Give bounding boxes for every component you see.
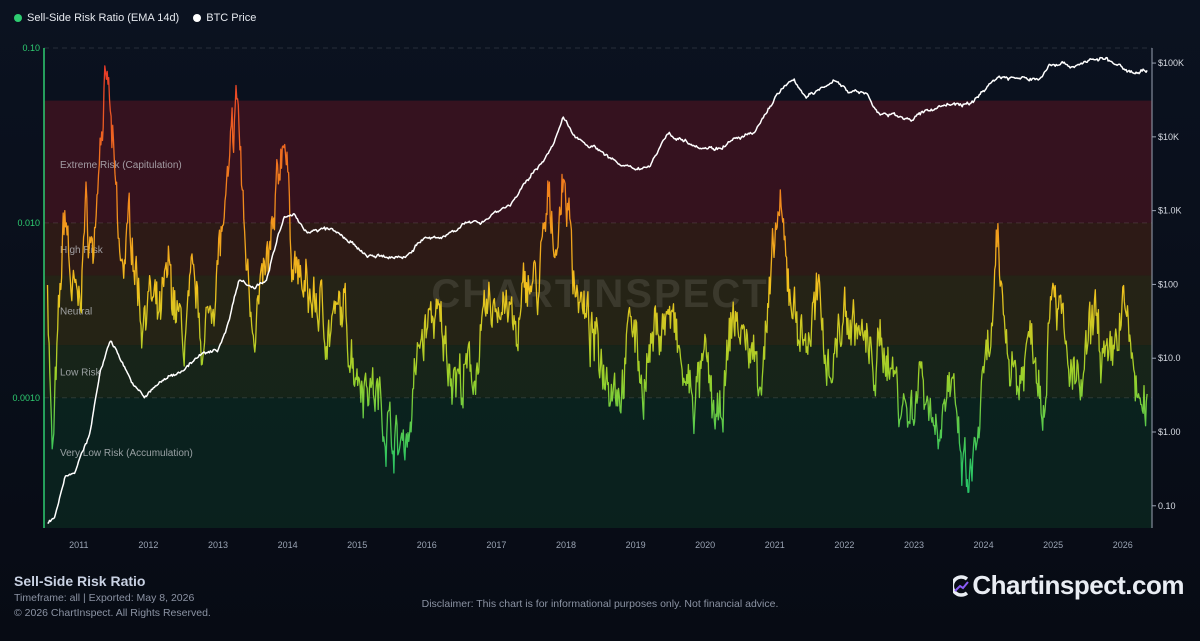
right-tick-label: $10.0 [1158,353,1181,363]
right-tick-label: $1.0K [1158,206,1182,216]
right-tick-label: $100K [1158,58,1184,68]
right-tick-label: $100 [1158,279,1178,289]
disclaimer: Disclaimer: This chart is for informatio… [421,598,779,610]
x-axis-ticks: 2011 2012 2013 2014 2015 2016 2017 2018 2019 2020… [69,540,1133,550]
legend-label: BTC Price [206,12,257,24]
x-tick-label: 2022 [834,540,854,550]
watermark: CHARTINSPECT [431,272,768,316]
chart-subtitle: Timeframe: all | Exported: May 8, 2026 [14,592,195,604]
x-tick-label: 2025 [1043,540,1063,550]
left-tick-label: 0.10 [22,43,40,53]
left-axis-ticks: 0.10 0.010 0.0010 [12,43,40,403]
right-axis-ticks: $100K $10K $1.0K $100 $10.0 $1.00 0.10 [1152,58,1184,511]
legend-dot-icon [193,14,202,22]
left-tick-label: 0.0010 [12,393,40,403]
brand-logo[interactable]: Chartinspect.com [953,570,1184,601]
x-tick-label: 2024 [974,540,994,550]
copyright: © 2026 ChartInspect. All Rights Reserved… [14,607,211,619]
x-tick-label: 2020 [695,540,715,550]
x-tick-label: 2015 [347,540,367,550]
x-tick-label: 2011 [69,540,88,550]
x-tick-label: 2012 [138,540,158,550]
zone-label-3: Low Risk [60,367,102,378]
legend: Sell-Side Risk Ratio (EMA 14d) BTC Price [14,12,256,24]
x-tick-label: 2023 [904,540,924,550]
zone-4 [44,397,1152,528]
zone-labels: Extreme Risk (Capitulation) High Risk Neut… [60,160,193,459]
x-tick-label: 2019 [626,540,646,550]
zone-label-1: High Risk [60,245,104,256]
x-tick-label: 2016 [417,540,437,550]
legend-label: Sell-Side Risk Ratio (EMA 14d) [27,12,180,24]
zone-0 [44,100,1152,223]
x-tick-label: 2018 [556,540,576,550]
x-tick-label: 2021 [765,540,785,550]
zone-label-0: Extreme Risk (Capitulation) [60,160,182,171]
zone-label-2: Neutral [60,306,92,317]
legend-dot-icon [14,14,22,22]
right-tick-label: 0.10 [1158,501,1176,511]
series-line-btc-price [47,56,1148,524]
zone-label-4: Very Low Risk (Accumulation) [60,448,193,459]
brand-text: Chartinspect.com [972,570,1184,600]
left-tick-label: 0.010 [17,218,40,228]
legend-item-price[interactable]: BTC Price [193,12,256,24]
chart-title: Sell-Side Risk Ratio [14,573,146,589]
x-tick-label: 2017 [486,540,506,550]
x-tick-label: 2013 [208,540,228,550]
grid-lines [44,47,1152,399]
chartinspect-logo-icon [953,574,970,597]
legend-item-risk[interactable]: Sell-Side Risk Ratio (EMA 14d) [14,12,179,24]
zone-1 [44,222,1152,276]
series-line-risk-ratio [46,65,1148,494]
x-tick-label: 2026 [1113,540,1133,550]
right-tick-label: $10K [1158,132,1179,142]
right-tick-label: $1.00 [1158,427,1181,437]
x-tick-label: 2014 [278,540,298,550]
